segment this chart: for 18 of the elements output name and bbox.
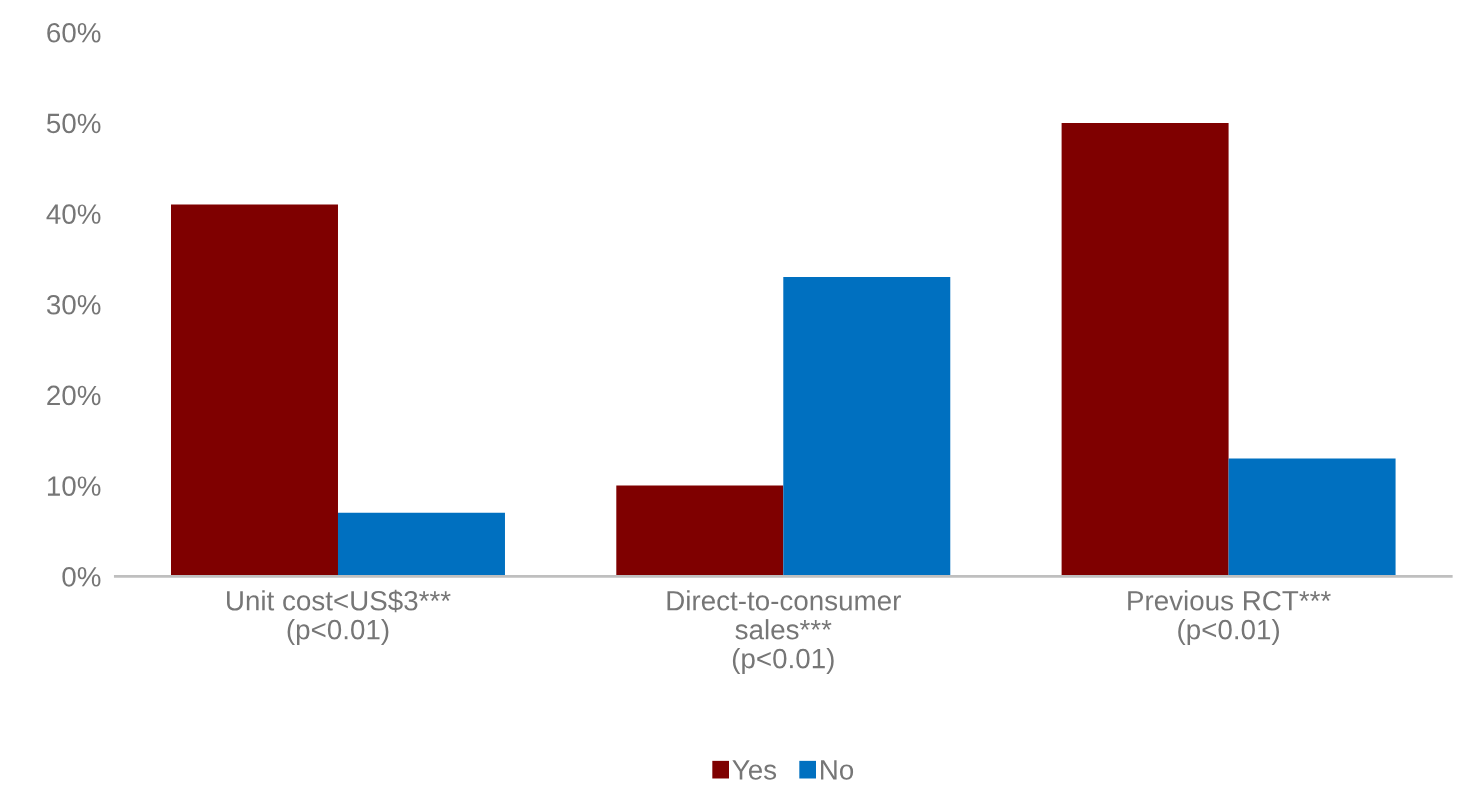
y-tick-label: 40% (46, 204, 101, 224)
y-tick-label: 10% (47, 476, 101, 496)
x-tick-label: Unit cost<US$3*** (p<0.01) (227, 589, 451, 645)
x-tick-label: Previous RCT*** (p<0.01) (1128, 590, 1331, 645)
y-tick-label: 60% (47, 22, 101, 43)
y-tick-label: 50% (46, 113, 101, 134)
bar (1061, 122, 1229, 577)
bar (171, 204, 338, 577)
x-tick-label: Direct-to-consumer sales*** (p<0.01) (667, 590, 901, 674)
bar (1228, 458, 1396, 577)
legend-label: Yes (732, 760, 777, 780)
bar (783, 277, 951, 577)
y-tick-label: 30% (46, 294, 101, 315)
legend-label: No (821, 760, 854, 780)
bar (337, 512, 505, 577)
y-tick-label: 20% (47, 385, 101, 406)
bar (616, 485, 784, 577)
y-tick-label: 0% (62, 566, 101, 587)
